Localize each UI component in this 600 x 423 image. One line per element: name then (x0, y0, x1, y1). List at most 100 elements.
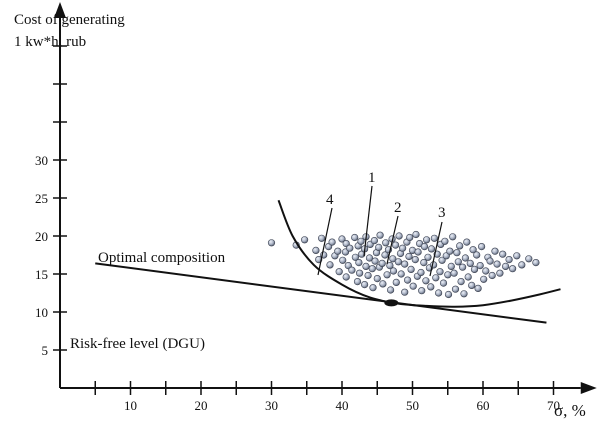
scatter-point (508, 265, 517, 273)
portfolio-label-2: 2 (394, 200, 402, 216)
scatter-point (470, 265, 479, 274)
y-axis-title-line-1: Cost of generating (14, 12, 125, 28)
scatter-point (451, 285, 460, 293)
scatter-point (430, 261, 438, 269)
scatter-point (496, 269, 504, 277)
x-axis-title: σ, % (554, 401, 586, 420)
scatter-point (432, 274, 440, 282)
scatter-point (404, 276, 412, 284)
leader-line-2 (386, 215, 399, 265)
y-tick-label: 20 (35, 229, 48, 244)
x-tick-label: 20 (195, 398, 208, 413)
x-tick-label: 60 (477, 398, 490, 413)
y-tick-label: 25 (35, 191, 48, 206)
scatter-point (406, 233, 414, 242)
scatter-point (394, 258, 403, 266)
scatter-point (420, 243, 429, 251)
x-tick-label: 40 (336, 398, 349, 413)
scatter-point (436, 268, 444, 276)
scatter-point (392, 278, 400, 287)
scatter-point (456, 242, 464, 250)
scatter-point (480, 275, 488, 283)
scatter-point (491, 247, 499, 255)
scatter-point (412, 230, 420, 239)
scatter-point (469, 246, 477, 254)
scatter-point (457, 278, 465, 286)
scatter-point (387, 286, 395, 294)
scatter-point (532, 259, 540, 267)
y-tick-label: 5 (42, 343, 49, 358)
scatter-point (420, 259, 428, 267)
scatter-point (370, 237, 379, 245)
scatter-point (379, 280, 387, 288)
leader-line-3 (429, 221, 443, 277)
scatter-point (351, 253, 360, 261)
scatter-point (453, 249, 461, 257)
scatter-points (267, 230, 540, 299)
scatter-point (335, 268, 343, 276)
scatter-point (466, 259, 474, 268)
scatter-point (461, 254, 470, 262)
scatter-point (460, 290, 468, 298)
scatter-point (356, 269, 364, 277)
scatter-point (446, 247, 454, 255)
scatter-point (405, 252, 413, 261)
scatter-point (478, 243, 486, 251)
scatter-point (395, 232, 403, 240)
scatter-point (422, 277, 430, 285)
scatter-point (378, 259, 386, 268)
scatter-point (463, 238, 471, 246)
scatter-point (438, 256, 446, 264)
scatter-point (525, 255, 533, 263)
x-axis-arrow (580, 382, 597, 394)
scatter-point (375, 243, 383, 251)
scatter-point (423, 236, 431, 244)
scatter-point (361, 281, 369, 289)
x-tick-label: 10 (124, 398, 137, 413)
scatter-point (513, 252, 521, 260)
scatter-point (444, 271, 452, 279)
scatter-point (351, 233, 359, 242)
scatter-point (473, 251, 481, 259)
scatter-point (499, 250, 507, 258)
scatter-point (399, 244, 407, 252)
scatter-point (381, 251, 389, 259)
y-tick-label: 15 (35, 267, 48, 282)
scatter-point (488, 271, 496, 280)
scatter-point (518, 261, 526, 269)
scatter-point (447, 262, 455, 271)
portfolio-label-4: 4 (326, 192, 334, 208)
y-axis-title-line-2: 1 kw*h, rub (14, 34, 86, 50)
scatter-point (382, 239, 390, 247)
y-tick-label: 30 (35, 153, 48, 168)
scatter-point (362, 262, 370, 271)
scatter-point (346, 244, 354, 252)
scatter-point (449, 233, 457, 241)
scatter-point (486, 257, 494, 265)
scatter-point (435, 289, 443, 297)
scatter-point (476, 262, 484, 270)
scatter-point (450, 269, 458, 277)
scatter-point (389, 267, 398, 275)
scatter-point (376, 231, 384, 239)
scatter-point (441, 237, 449, 245)
scatter-point (493, 260, 501, 268)
scatter-point (439, 279, 448, 287)
scatter-point (401, 288, 409, 296)
y-axis-arrow (54, 2, 66, 18)
scatter-point (502, 262, 510, 271)
scatter-point (401, 260, 409, 268)
scatter-point (383, 271, 391, 279)
optimal-composition-label: Optimal composition (98, 250, 226, 266)
scatter-point (397, 270, 405, 278)
scatter-point (468, 281, 476, 290)
leader-line-1 (363, 185, 373, 257)
portfolio-label-1: 1 (368, 170, 376, 186)
scatter-point (417, 268, 425, 277)
scatter-point (474, 284, 482, 293)
portfolio-label-leaders (317, 185, 443, 277)
scatter-point (342, 273, 350, 281)
scatter-point (334, 247, 342, 255)
scatter-point (424, 253, 432, 261)
